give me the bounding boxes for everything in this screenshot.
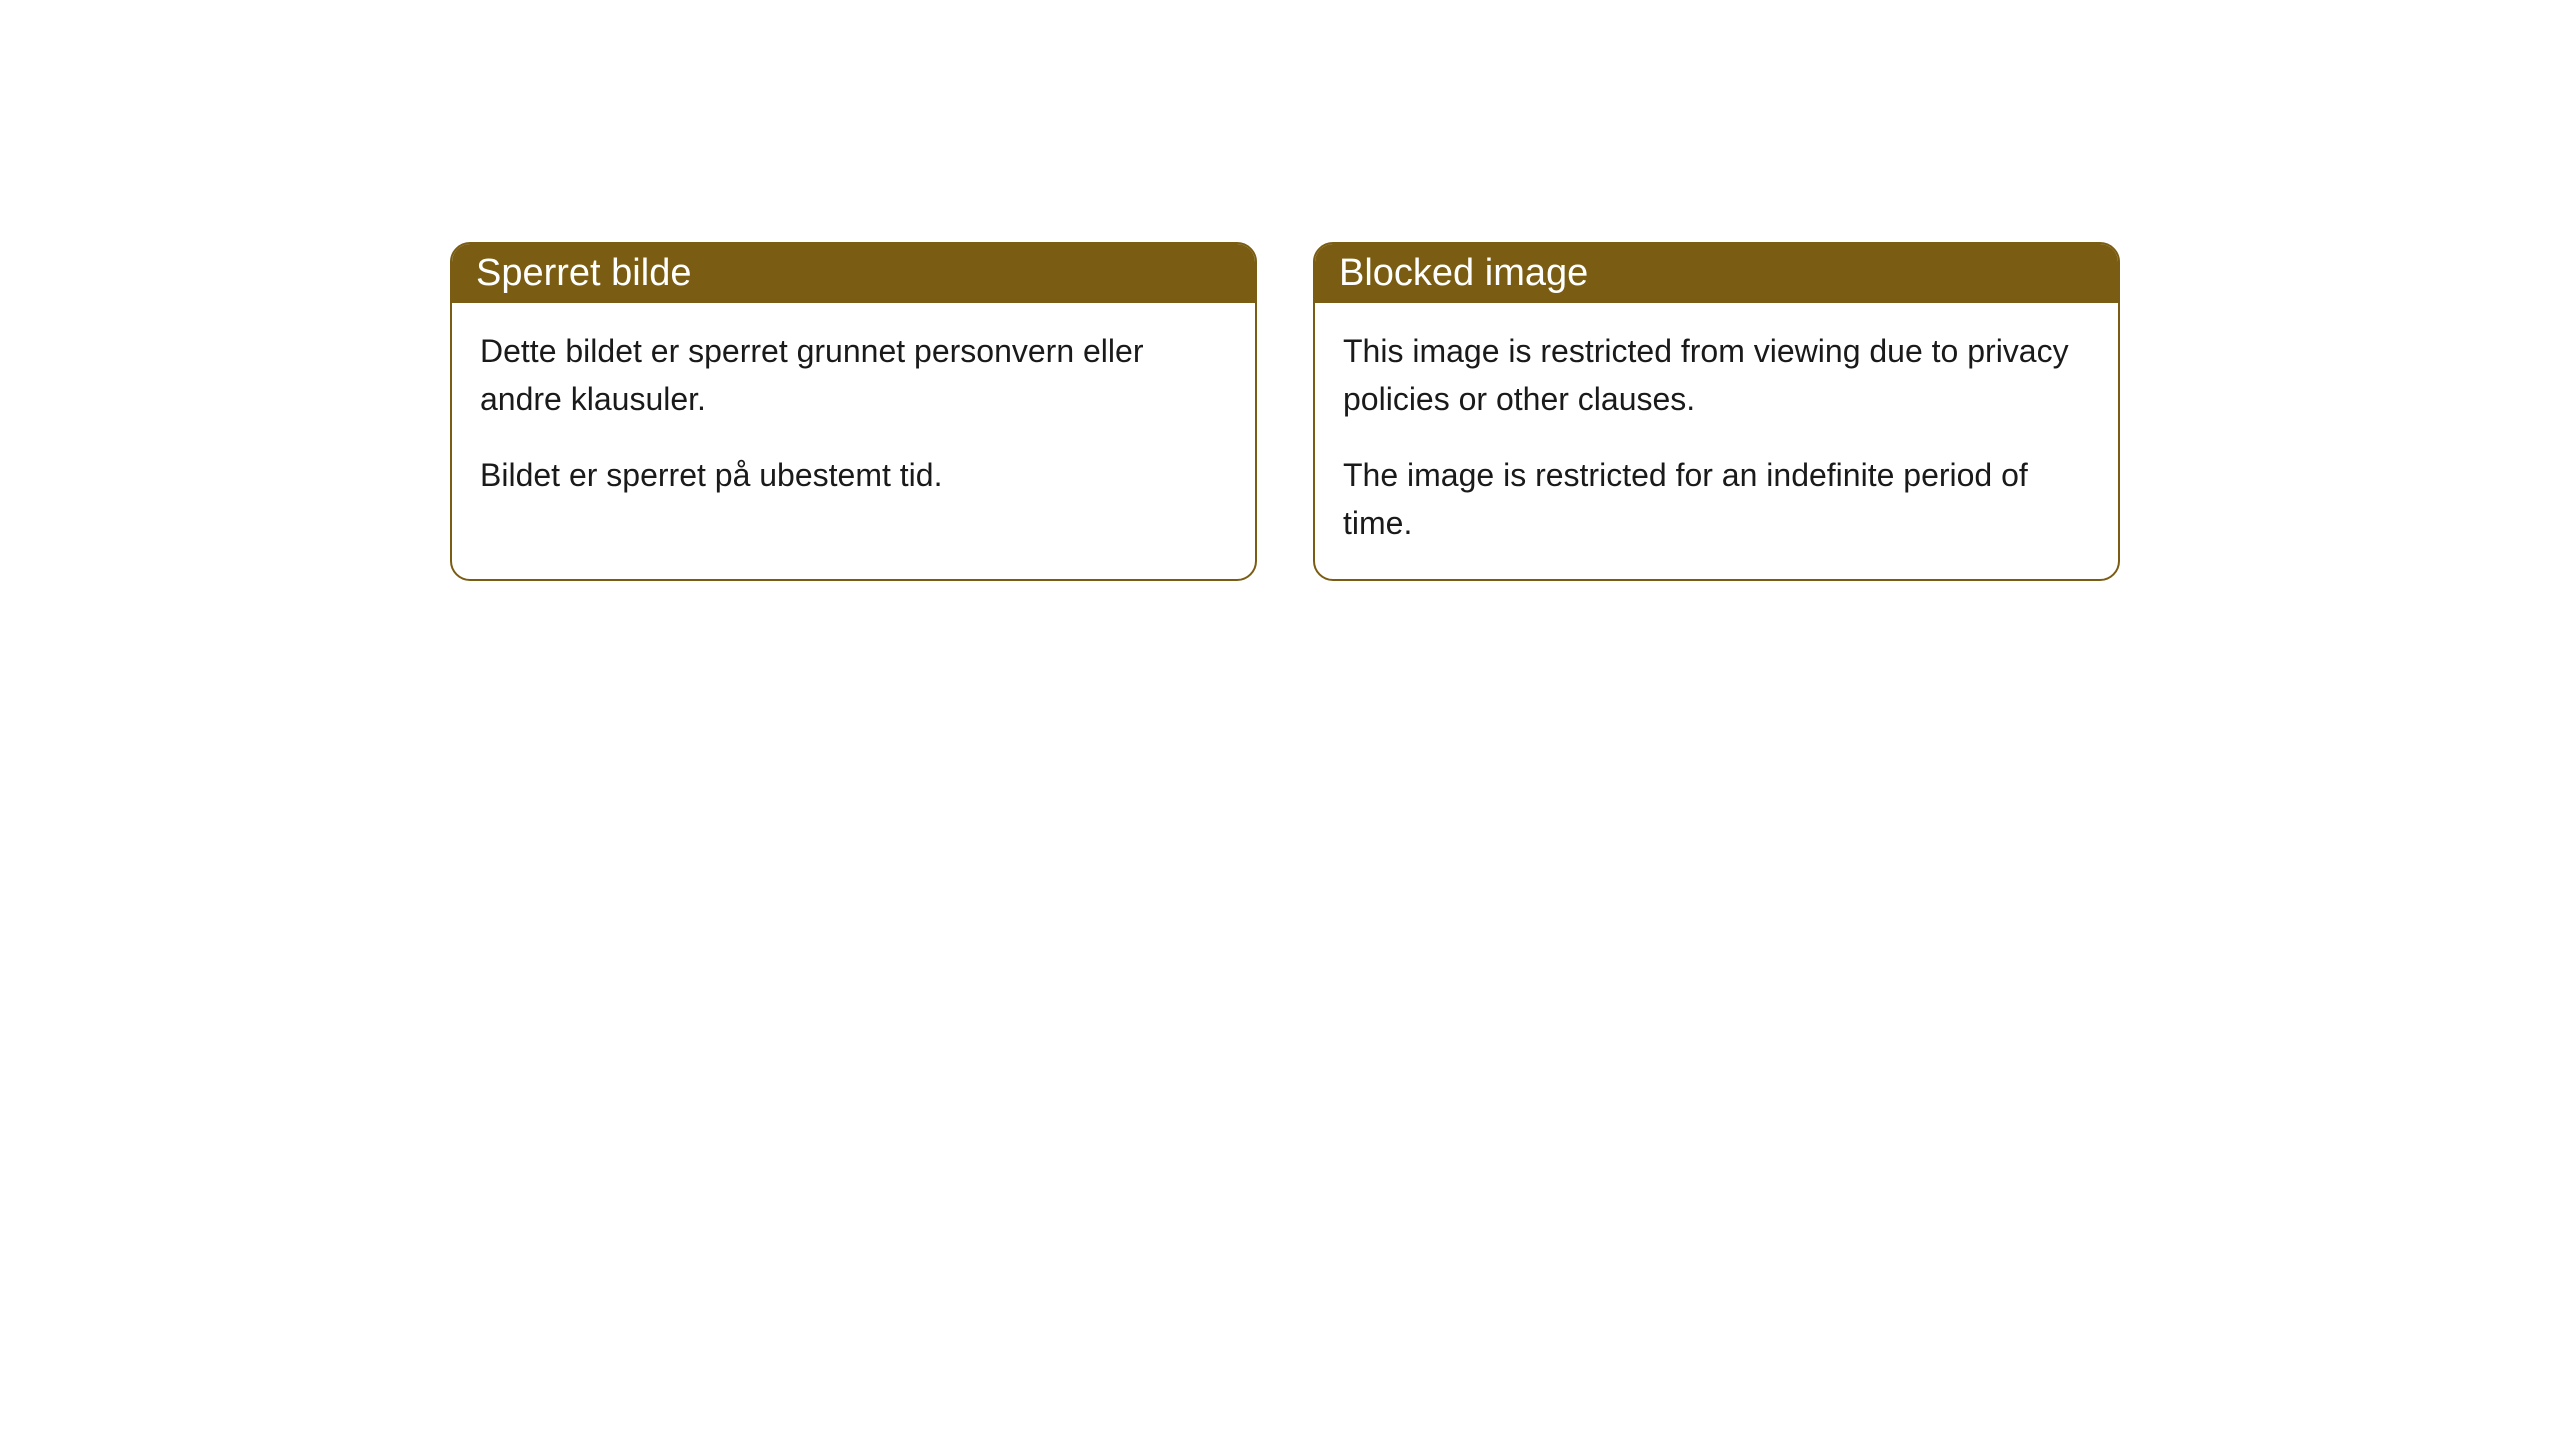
card-paragraph: Bildet er sperret på ubestemt tid. [480,451,1227,499]
card-title: Blocked image [1339,252,1588,294]
card-paragraph: This image is restricted from viewing du… [1343,327,2090,423]
card-body: Dette bildet er sperret grunnet personve… [452,303,1255,531]
card-header: Blocked image [1315,244,2118,303]
card-paragraph: Dette bildet er sperret grunnet personve… [480,327,1227,423]
card-title: Sperret bilde [476,252,691,294]
card-header: Sperret bilde [452,244,1255,303]
notice-card-norwegian: Sperret bilde Dette bildet er sperret gr… [450,242,1257,581]
notice-container: Sperret bilde Dette bildet er sperret gr… [450,242,2120,581]
card-body: This image is restricted from viewing du… [1315,303,2118,579]
card-paragraph: The image is restricted for an indefinit… [1343,451,2090,547]
notice-card-english: Blocked image This image is restricted f… [1313,242,2120,581]
